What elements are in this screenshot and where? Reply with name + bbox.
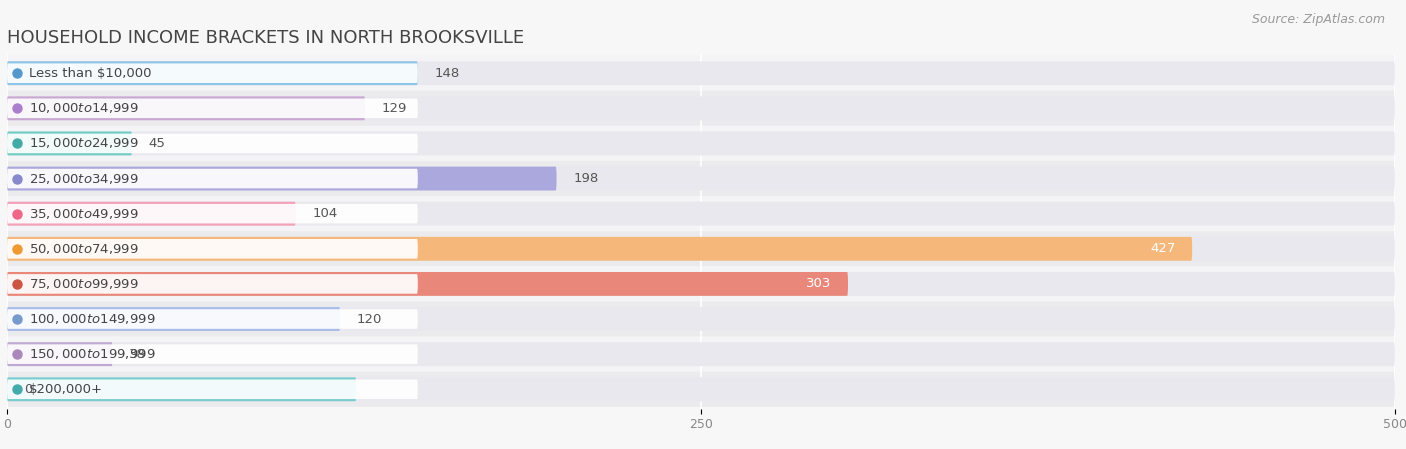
FancyBboxPatch shape	[7, 237, 1395, 261]
Text: Source: ZipAtlas.com: Source: ZipAtlas.com	[1251, 13, 1385, 26]
FancyBboxPatch shape	[7, 202, 1395, 225]
FancyBboxPatch shape	[7, 204, 418, 224]
Text: 38: 38	[129, 348, 146, 361]
Text: 427: 427	[1150, 242, 1175, 255]
FancyBboxPatch shape	[7, 307, 1395, 331]
FancyBboxPatch shape	[7, 272, 1395, 296]
Text: $75,000 to $99,999: $75,000 to $99,999	[30, 277, 139, 291]
FancyBboxPatch shape	[7, 342, 1395, 366]
FancyBboxPatch shape	[7, 97, 366, 120]
Text: 45: 45	[149, 137, 166, 150]
Text: $50,000 to $74,999: $50,000 to $74,999	[30, 242, 139, 256]
FancyBboxPatch shape	[7, 98, 418, 118]
Text: $15,000 to $24,999: $15,000 to $24,999	[30, 136, 139, 150]
FancyBboxPatch shape	[7, 377, 356, 401]
FancyBboxPatch shape	[7, 342, 112, 366]
FancyBboxPatch shape	[7, 167, 557, 190]
Text: $25,000 to $34,999: $25,000 to $34,999	[30, 172, 139, 185]
FancyBboxPatch shape	[7, 272, 848, 296]
FancyBboxPatch shape	[7, 379, 418, 399]
FancyBboxPatch shape	[7, 63, 418, 83]
FancyBboxPatch shape	[7, 196, 1395, 231]
FancyBboxPatch shape	[7, 231, 1395, 266]
Text: 198: 198	[574, 172, 599, 185]
Text: $35,000 to $49,999: $35,000 to $49,999	[30, 207, 139, 220]
FancyBboxPatch shape	[7, 274, 418, 294]
FancyBboxPatch shape	[7, 91, 1395, 126]
Text: HOUSEHOLD INCOME BRACKETS IN NORTH BROOKSVILLE: HOUSEHOLD INCOME BRACKETS IN NORTH BROOK…	[7, 29, 524, 47]
FancyBboxPatch shape	[7, 132, 132, 155]
FancyBboxPatch shape	[7, 97, 1395, 120]
FancyBboxPatch shape	[7, 61, 1395, 85]
FancyBboxPatch shape	[7, 167, 1395, 190]
Text: $100,000 to $149,999: $100,000 to $149,999	[30, 312, 156, 326]
FancyBboxPatch shape	[7, 132, 1395, 155]
FancyBboxPatch shape	[7, 202, 295, 225]
FancyBboxPatch shape	[7, 372, 1395, 407]
FancyBboxPatch shape	[7, 61, 418, 85]
FancyBboxPatch shape	[7, 307, 340, 331]
FancyBboxPatch shape	[7, 56, 1395, 91]
Text: Less than $10,000: Less than $10,000	[30, 67, 152, 79]
FancyBboxPatch shape	[7, 126, 1395, 161]
FancyBboxPatch shape	[7, 169, 418, 188]
FancyBboxPatch shape	[7, 309, 418, 329]
Text: 120: 120	[357, 313, 382, 326]
Text: 148: 148	[434, 67, 460, 79]
FancyBboxPatch shape	[7, 237, 1192, 261]
Text: 303: 303	[806, 277, 831, 291]
FancyBboxPatch shape	[7, 239, 418, 259]
Text: $150,000 to $199,999: $150,000 to $199,999	[30, 347, 156, 361]
Text: $10,000 to $14,999: $10,000 to $14,999	[30, 101, 139, 115]
Text: 104: 104	[312, 207, 337, 220]
FancyBboxPatch shape	[7, 266, 1395, 301]
FancyBboxPatch shape	[7, 161, 1395, 196]
FancyBboxPatch shape	[7, 301, 1395, 337]
Text: 0: 0	[24, 383, 32, 396]
FancyBboxPatch shape	[7, 377, 1395, 401]
Text: $200,000+: $200,000+	[30, 383, 103, 396]
FancyBboxPatch shape	[7, 337, 1395, 372]
FancyBboxPatch shape	[7, 134, 418, 153]
Text: 129: 129	[381, 102, 408, 115]
FancyBboxPatch shape	[7, 344, 418, 364]
